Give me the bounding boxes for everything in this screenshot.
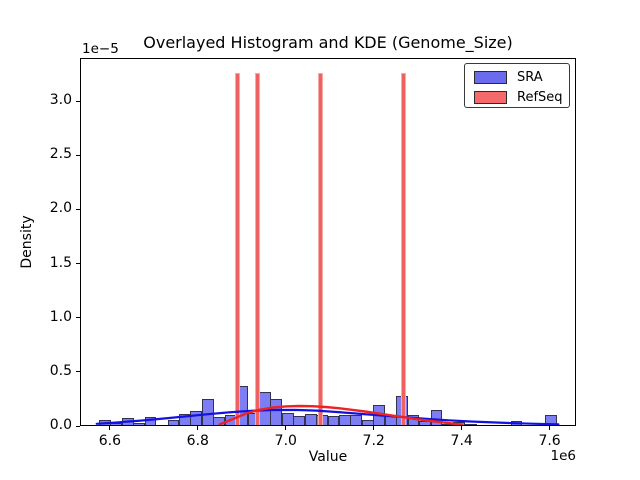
y-axis-tick <box>76 100 80 102</box>
x-axis-tick-label: 7.4 <box>450 433 473 449</box>
sra-histogram-bar <box>190 410 203 426</box>
axes-frame <box>80 58 576 426</box>
x-axis-label: Value <box>308 449 348 465</box>
sra-histogram-bar <box>430 409 443 426</box>
y-axis-tick-label: 2.5 <box>49 146 72 163</box>
legend-item-sra: SRA <box>465 69 569 87</box>
y-axis-tick-label: 0.0 <box>49 417 72 433</box>
sra-kde-line <box>95 408 560 426</box>
x-axis-tick <box>549 426 551 430</box>
y-axis-tick <box>76 371 80 373</box>
axes-ticks-layer: 6.6 6.8 7.0 7.2 7.4 7.6 0.0 0.5 1.0 1.5 2.0 2.5 3.0 <box>50 58 576 449</box>
x-axis-tick-label: 7.6 <box>538 433 561 449</box>
legend-swatch-sra <box>474 71 507 84</box>
legend-item-refseq: RefSeq <box>465 89 569 107</box>
sra-histogram-bar <box>304 414 317 426</box>
y-axis-tick <box>76 263 80 264</box>
kde-curves-canvas <box>95 404 560 426</box>
sra-histogram-bar <box>144 417 157 426</box>
chart-title: Overlayed Histogram and KDE (Genome_Size… <box>143 33 513 52</box>
x-axis-tick-label: 7.2 <box>362 433 385 449</box>
refseq-histogram-bar <box>235 72 240 426</box>
refseq-histogram-bar <box>318 72 324 426</box>
y-axis-tick <box>76 317 80 319</box>
sra-histogram-bar <box>361 419 374 426</box>
legend-label-refseq: RefSeq <box>517 90 563 105</box>
x-axis-tick-label: 7.0 <box>274 433 297 449</box>
plot-area <box>80 58 576 426</box>
y-axis-tick-label: 3.0 <box>49 92 72 108</box>
y-axis-tick <box>76 208 80 210</box>
legend: SRA RefSeq <box>464 63 570 108</box>
x-axis-tick <box>197 426 199 430</box>
sra-histogram-bar <box>350 415 363 426</box>
y-axis-tick <box>76 154 80 156</box>
refseq-histogram-bar <box>401 72 406 426</box>
sra-histogram-bar <box>201 398 214 426</box>
x-axis-tick-label: 6.8 <box>186 433 209 449</box>
y-axis-tick-label: 0.5 <box>49 362 72 379</box>
x-axis-tick <box>373 426 375 430</box>
x-axis-tick <box>461 426 463 430</box>
y-axis-tick <box>76 425 80 427</box>
sra-histogram-bar <box>270 398 283 426</box>
sra-histogram-bar <box>544 415 557 426</box>
sra-histogram-bar <box>464 423 477 426</box>
sra-histogram-bar <box>327 416 340 426</box>
y-axis-offset-label: 1e−5 <box>82 41 119 57</box>
sra-histogram-bar <box>178 414 191 426</box>
x-axis-tick <box>285 426 287 430</box>
y-axis-tick-label: 2.0 <box>49 200 72 217</box>
y-axis-label: Density <box>19 215 35 269</box>
sra-histogram-bar <box>133 422 146 426</box>
x-axis-tick <box>109 426 111 430</box>
refseq-histogram-bar <box>255 72 260 426</box>
x-axis-tick-label: 6.6 <box>98 433 122 449</box>
legend-label-sra: SRA <box>517 70 543 85</box>
legend-swatch-refseq <box>474 91 507 104</box>
refseq-kde-line <box>218 404 463 426</box>
x-axis-offset-label: 1e6 <box>550 448 576 464</box>
y-axis-tick-label: 1.5 <box>49 254 72 271</box>
sra-histogram-bar <box>281 413 294 426</box>
y-axis-tick-label: 1.0 <box>49 308 72 325</box>
